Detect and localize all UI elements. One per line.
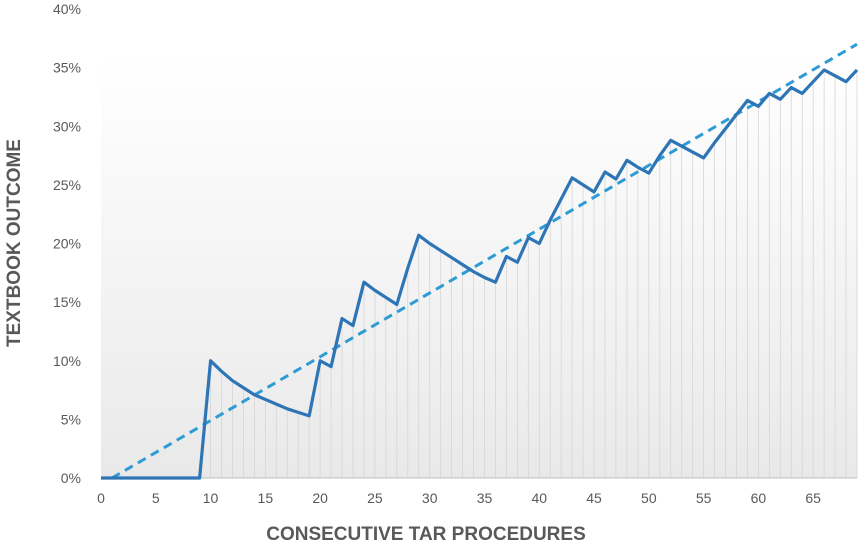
x-tick-label: 60	[751, 490, 767, 506]
x-axis-title: CONSECUTIVE TAR PROCEDURES	[266, 524, 586, 545]
y-tick-label: 30%	[53, 118, 81, 134]
x-tick-label: 30	[422, 490, 438, 506]
x-tick-label: 65	[805, 490, 821, 506]
y-tick-label: 10%	[53, 353, 81, 369]
y-tick-label: 15%	[53, 294, 81, 310]
y-tick-label: 0%	[61, 470, 81, 486]
x-tick-label: 50	[641, 490, 657, 506]
series-lines	[101, 42, 859, 480]
x-tick-label: 10	[203, 490, 219, 506]
y-tick-label: 40%	[53, 1, 81, 17]
y-tick-label: 25%	[53, 177, 81, 193]
series-line	[101, 68, 859, 480]
y-axis-title: TEXTBOOK OUTCOME	[4, 139, 25, 347]
x-tick-label: 45	[586, 490, 602, 506]
gridlines	[210, 69, 858, 478]
x-tick-label: 5	[152, 490, 160, 506]
x-axis-ticks: 0 5 10 15 20 25 30 35 40 45 50 55 60 65	[97, 490, 821, 506]
x-tick-label: 0	[97, 490, 105, 506]
x-tick-label: 55	[696, 490, 712, 506]
x-tick-label: 25	[367, 490, 383, 506]
y-tick-label: 20%	[53, 236, 81, 252]
y-tick-label: 5%	[61, 411, 81, 427]
y-tick-label: 35%	[53, 60, 81, 76]
x-tick-label: 40	[531, 490, 547, 506]
y-axis-ticks: 0% 5% 10% 15% 20% 25% 30% 35% 40%	[53, 1, 81, 486]
x-tick-label: 15	[258, 490, 274, 506]
plot-background	[101, 55, 857, 479]
trend-line	[111, 42, 858, 480]
x-tick-label: 35	[477, 490, 493, 506]
x-tick-label: 20	[312, 490, 328, 506]
